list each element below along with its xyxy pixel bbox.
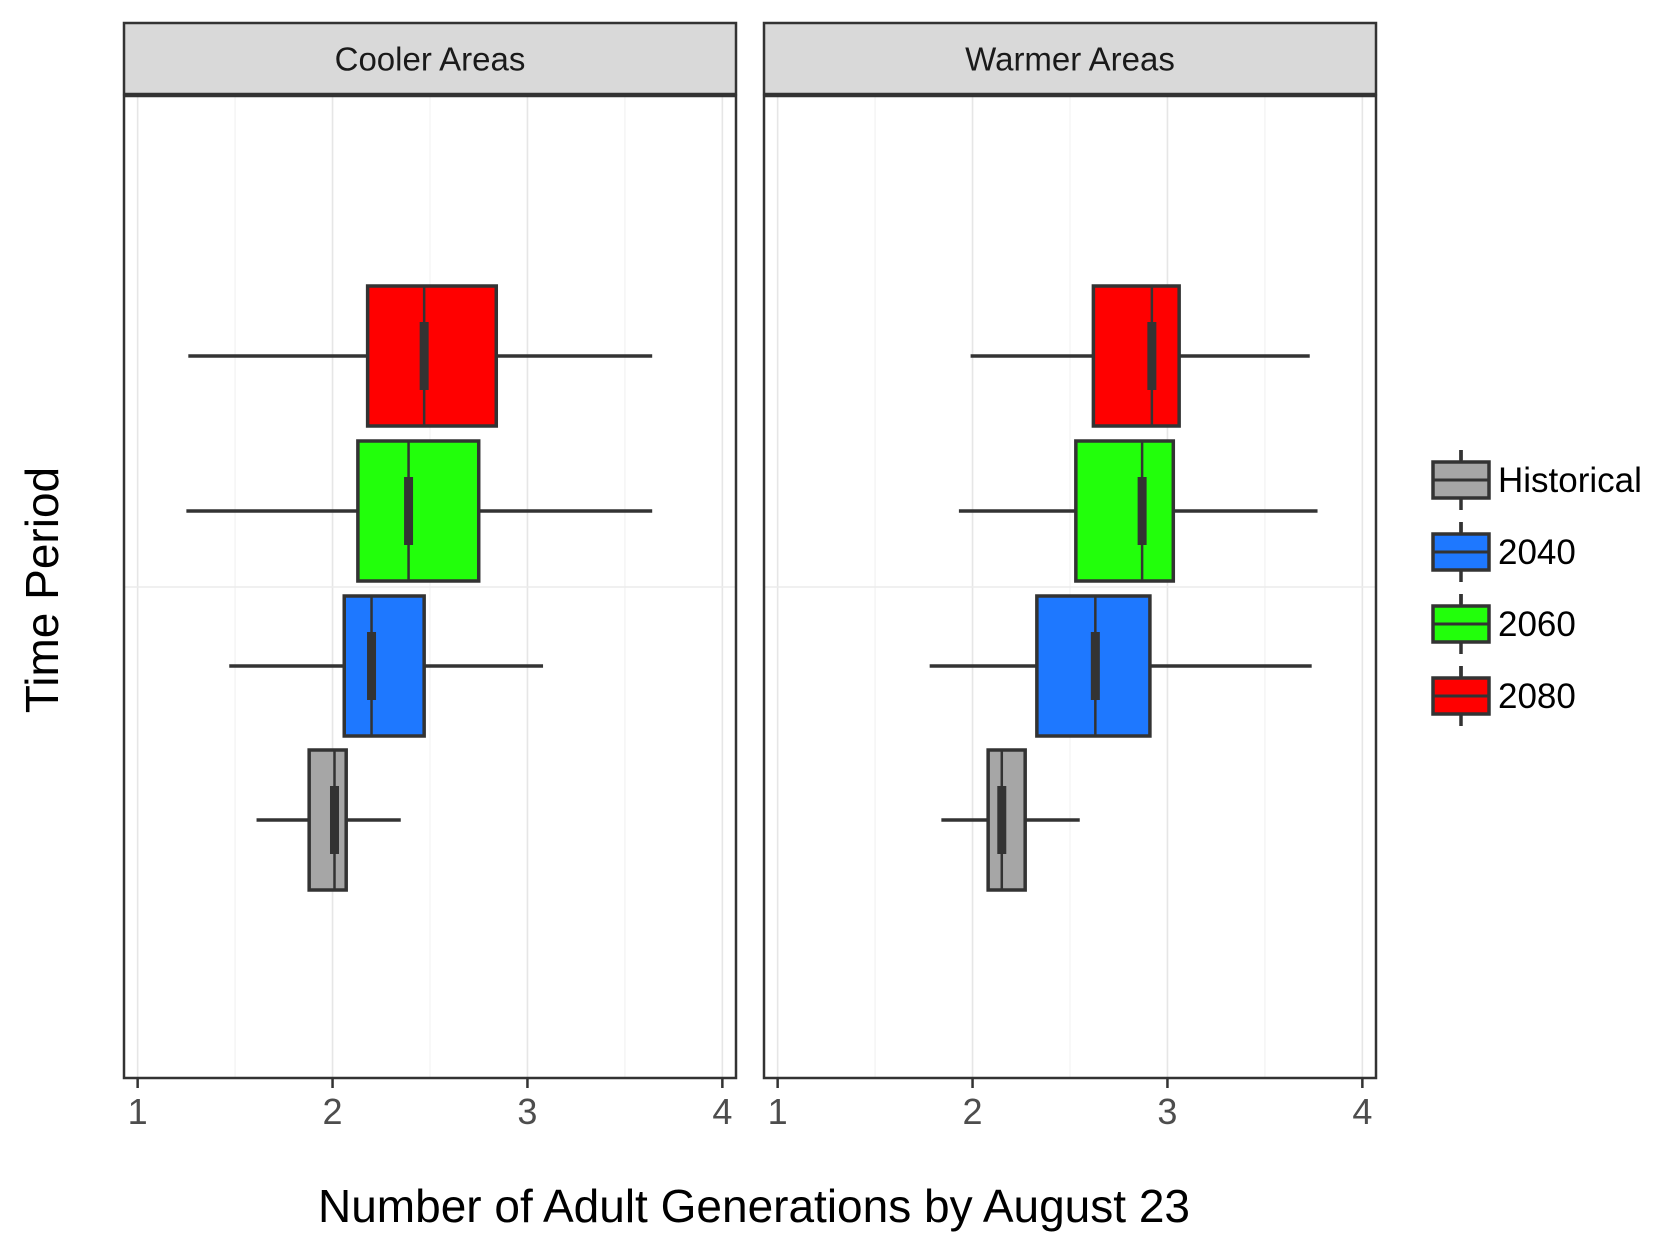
x-tick-label: 1 <box>768 1091 788 1132</box>
box-2080 <box>970 284 1310 428</box>
legend-item-2040: 2040 <box>1431 522 1576 582</box>
panel-border <box>762 94 1378 1080</box>
box-historical <box>256 748 401 892</box>
box-historical <box>941 748 1080 892</box>
box-body <box>356 439 481 583</box>
x-tick-label: 3 <box>517 1091 537 1132</box>
legend-item-historical: Historical <box>1431 450 1642 510</box>
legend-label: 2080 <box>1498 677 1576 716</box>
box-body <box>365 284 499 428</box>
x-tick-label: 4 <box>712 1091 732 1132</box>
x-tick-label: 4 <box>1352 1091 1372 1132</box>
facets-layer: Cooler Areas 1 2 3 4 Warmer Areas 1 2 3 4 <box>122 21 1378 1132</box>
legend-item-2080: 2080 <box>1431 666 1576 726</box>
legend-label: 2060 <box>1498 605 1576 644</box>
box-2040 <box>929 594 1312 738</box>
facet-strip-label: Cooler Areas <box>335 41 526 78</box>
x-tick-label: 2 <box>323 1091 343 1132</box>
box-2040 <box>229 594 544 738</box>
box-body <box>1074 439 1176 583</box>
box-2060 <box>958 439 1318 583</box>
x-axis-title: Number of Adult Generations by August 23 <box>318 1180 1190 1232</box>
box-body <box>986 748 1027 892</box>
facet-strip-label: Warmer Areas <box>965 41 1175 78</box>
box-2080 <box>188 284 653 428</box>
box-2060 <box>186 439 653 583</box>
panel-border <box>122 94 738 1080</box>
facet-strip <box>122 21 738 96</box>
facet-cooler-areas: Cooler Areas 1 2 3 4 <box>122 21 738 1132</box>
box-body <box>1091 284 1181 428</box>
x-tick-label: 1 <box>128 1091 148 1132</box>
legend-label: 2040 <box>1498 533 1576 572</box>
x-tick-label: 3 <box>1157 1091 1177 1132</box>
x-tick-label: 2 <box>963 1091 983 1132</box>
facet-strip <box>762 21 1378 96</box>
legend-label: Historical <box>1498 461 1642 500</box>
legend: Historical 2040 2060 2080 <box>1431 450 1642 726</box>
box-body <box>342 594 426 738</box>
y-axis-title: Time Period <box>16 467 68 713</box>
box-body <box>307 748 348 892</box>
legend-item-2060: 2060 <box>1431 594 1576 654</box>
facet-warmer-areas: Warmer Areas 1 2 3 4 <box>762 21 1378 1132</box>
